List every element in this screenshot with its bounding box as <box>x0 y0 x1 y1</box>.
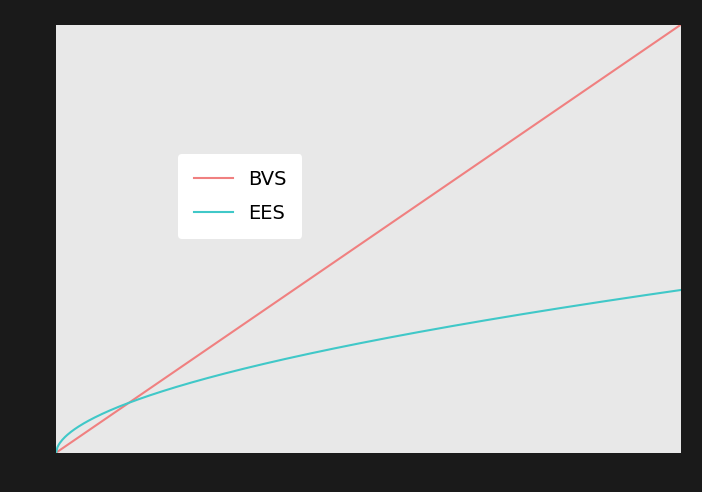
BVS <box>52 450 60 456</box>
EES <box>564 304 572 310</box>
BVS <box>349 246 357 252</box>
BVS <box>564 99 572 105</box>
EES <box>677 287 685 293</box>
EES <box>390 334 399 339</box>
BVS <box>677 22 685 28</box>
EES <box>349 341 357 347</box>
EES <box>352 341 361 347</box>
EES <box>52 450 60 456</box>
Line: EES: EES <box>56 290 681 453</box>
EES <box>424 327 432 333</box>
BVS <box>390 218 399 224</box>
BVS <box>352 244 361 250</box>
Legend: BVS, EES: BVS, EES <box>178 154 303 239</box>
BVS <box>424 195 432 201</box>
EES <box>662 289 670 295</box>
Line: BVS: BVS <box>56 25 681 453</box>
BVS <box>662 32 670 38</box>
